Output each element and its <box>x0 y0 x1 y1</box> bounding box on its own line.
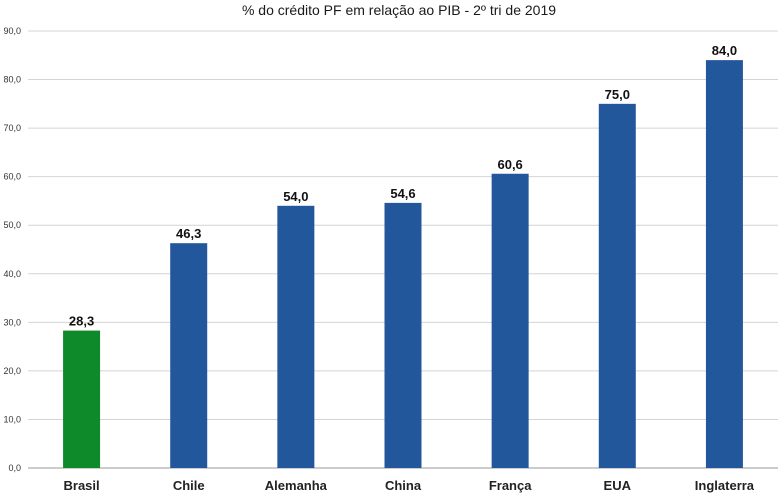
x-tick-label: Brasil <box>64 478 100 493</box>
y-tick-label: 80,0 <box>3 75 21 85</box>
y-tick-label: 0,0 <box>8 463 21 473</box>
data-labels: 28,3 46,3 54,0 54,6 60,6 75,0 84,0 <box>69 43 737 328</box>
x-tick-label: China <box>385 478 422 493</box>
data-label: 46,3 <box>176 226 201 241</box>
bar-alemanha <box>277 205 315 469</box>
bars <box>63 60 743 469</box>
y-tick-label: 90,0 <box>3 26 21 36</box>
y-tick-label: 20,0 <box>3 366 21 376</box>
x-tick-label: EUA <box>604 478 632 493</box>
y-tick-label: 30,0 <box>3 317 21 327</box>
data-label: 54,0 <box>283 189 308 204</box>
chart-title: % do crédito PF em relação ao PIB - 2º t… <box>242 2 556 18</box>
bar-china <box>384 202 422 469</box>
y-tick-label: 70,0 <box>3 123 21 133</box>
x-tick-label: França <box>489 478 532 493</box>
y-tick-label: 50,0 <box>3 220 21 230</box>
x-tick-label: Inglaterra <box>695 478 755 493</box>
data-label: 75,0 <box>605 87 630 102</box>
x-tick-label: Alemanha <box>265 478 328 493</box>
y-tick-label: 40,0 <box>3 269 21 279</box>
x-axis: Brasil Chile Alemanha China França EUA Inglate… <box>64 478 755 493</box>
y-tick-label: 10,0 <box>3 414 21 424</box>
data-label: 84,0 <box>712 43 737 58</box>
bar-inglaterra <box>705 60 743 469</box>
bar-chile <box>170 243 208 468</box>
bar-brasil <box>63 330 101 468</box>
y-axis: 0,0 10,0 20,0 30,0 40,0 50,0 60,0 70,0 80,0 90,0 <box>3 26 21 473</box>
data-label: 28,3 <box>69 314 94 329</box>
bar-eua <box>598 103 636 468</box>
data-label: 60,6 <box>497 157 522 172</box>
y-tick-label: 60,0 <box>3 172 21 182</box>
x-tick-label: Chile <box>173 478 205 493</box>
bar-frança <box>491 173 529 468</box>
data-label: 54,6 <box>390 186 415 201</box>
